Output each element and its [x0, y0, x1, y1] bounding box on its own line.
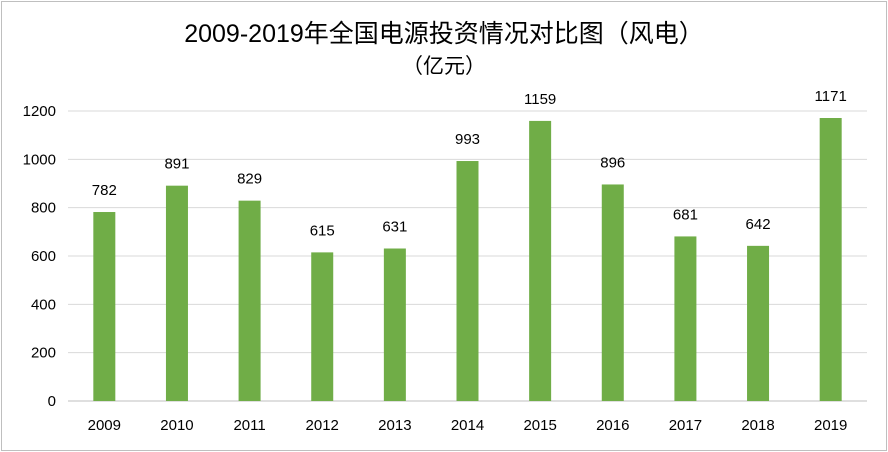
x-tick-label: 2013 [378, 417, 411, 434]
y-tick-label: 0 [48, 393, 56, 410]
x-axis: 2009 2010 2011 2012 2013 2014 2015 2016 2017 2018… [88, 417, 848, 434]
data-label: 631 [382, 219, 407, 236]
data-label: 1171 [815, 88, 847, 105]
x-tick-label: 2015 [523, 417, 556, 434]
y-axis: 0 200 400 600 800 1000 1200 [23, 103, 56, 410]
data-label: 891 [164, 156, 189, 173]
bar [311, 252, 334, 401]
data-label: 896 [600, 154, 625, 171]
x-tick-label: 2018 [741, 417, 774, 434]
y-tick-label: 800 [31, 200, 56, 217]
x-tick-label: 2009 [88, 417, 121, 434]
bar [674, 236, 697, 401]
bar [165, 185, 188, 401]
x-tick-label: 2011 [233, 417, 265, 434]
bar [601, 184, 624, 401]
bar [238, 200, 261, 401]
y-tick-label: 600 [31, 248, 56, 265]
data-label: 615 [310, 222, 335, 239]
data-label: 681 [673, 206, 698, 223]
bars [93, 118, 842, 402]
bar [456, 161, 479, 401]
data-labels: 782 891 829 615 631 993 1159 896 681 642 1171 [92, 88, 847, 239]
data-label: 782 [92, 182, 117, 199]
x-tick-label: 2014 [451, 417, 484, 434]
data-label: 642 [746, 216, 771, 233]
data-label: 993 [455, 131, 480, 148]
x-tick-label: 2016 [596, 417, 629, 434]
y-tick-label: 400 [31, 296, 56, 313]
x-tick-label: 2019 [814, 417, 847, 434]
x-tick-label: 2010 [160, 417, 193, 434]
data-label: 829 [237, 171, 262, 188]
bar [747, 245, 770, 401]
y-tick-label: 1000 [23, 151, 56, 168]
x-tick-label: 2012 [306, 417, 339, 434]
data-label: 1159 [524, 91, 556, 108]
bar [819, 118, 842, 401]
x-tick-label: 2017 [669, 417, 702, 434]
bar [529, 120, 552, 402]
chart-title: 2009-2019年全国电源投资情况对比图（风电） [184, 20, 704, 48]
chart-subtitle: （亿元） [402, 55, 486, 78]
bar [93, 212, 116, 401]
y-tick-label: 200 [31, 345, 56, 362]
bar [383, 248, 406, 401]
y-tick-label: 1200 [23, 103, 56, 120]
